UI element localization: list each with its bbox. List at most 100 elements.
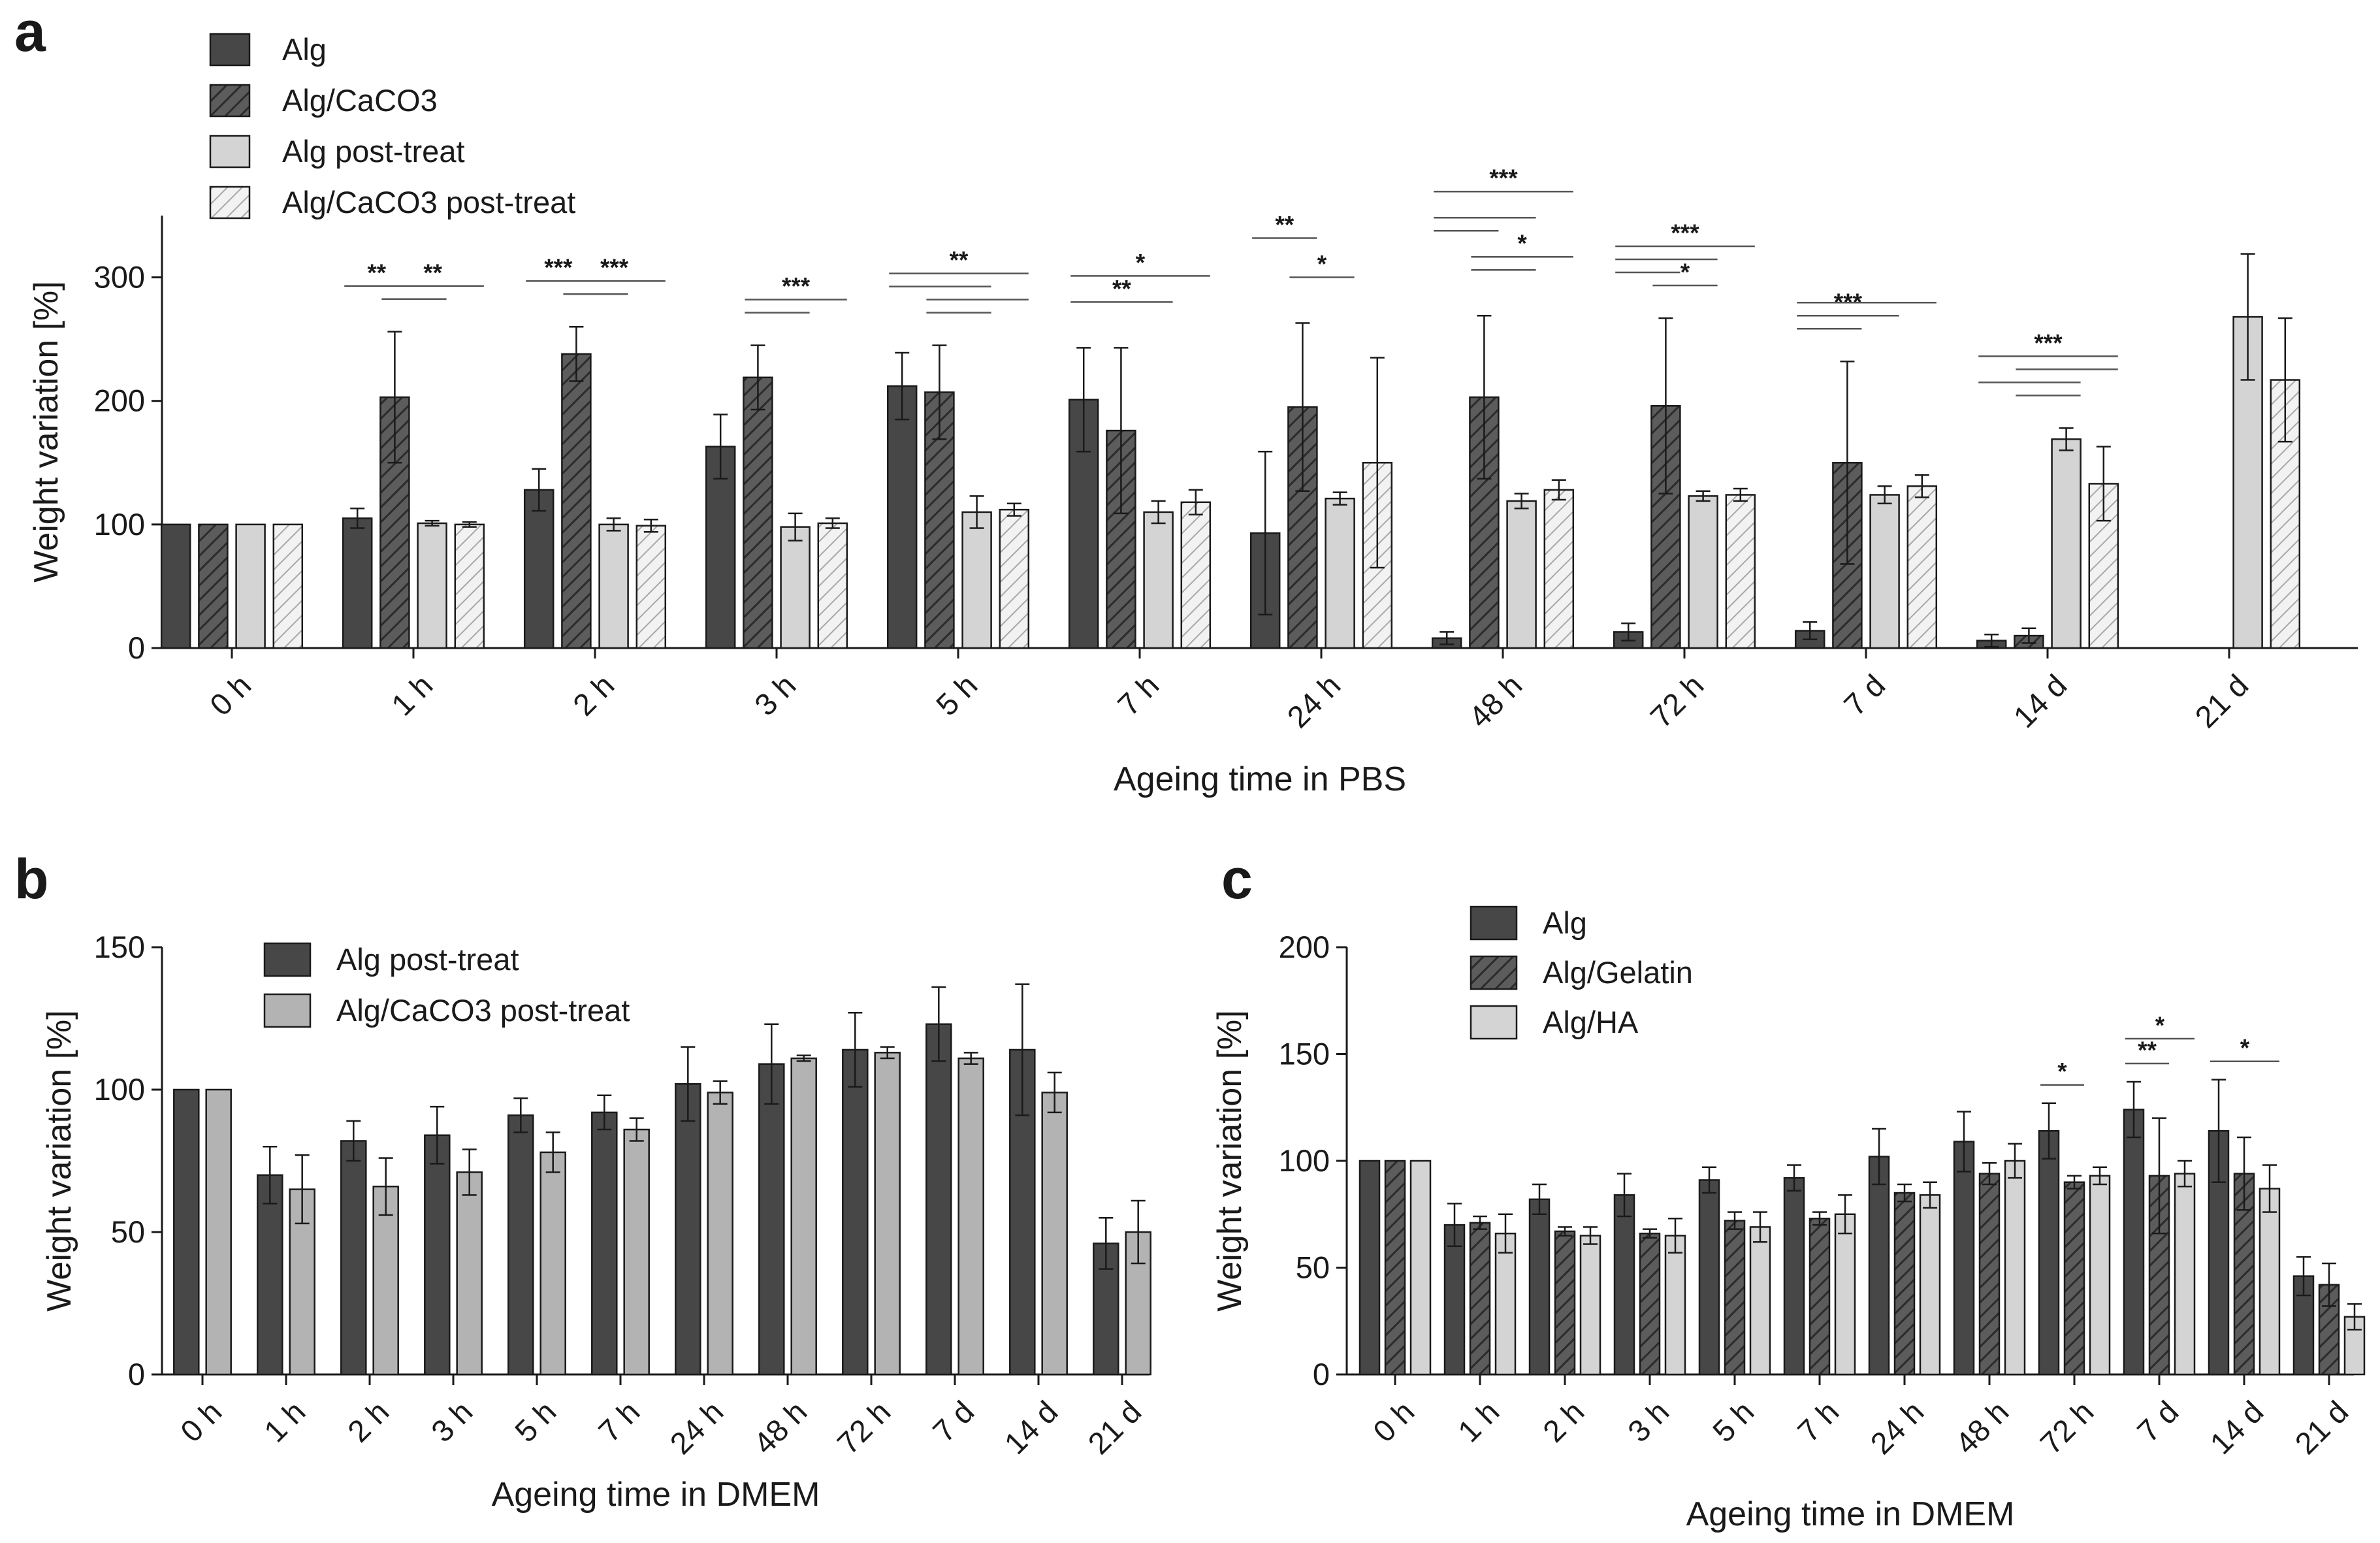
legend-swatch xyxy=(1470,905,1518,941)
x-tick-label: 7 d xyxy=(1837,668,1892,723)
panel-b: b 0 50 100 150 0 h 1 h 2 h 3 h 5 h 7 h 24 h 48 h 72 h… xyxy=(14,848,1151,1514)
bar xyxy=(1688,495,1718,649)
x-axis-title: Ageing time in PBS xyxy=(1114,760,1406,798)
x-tick-label: 0 h xyxy=(203,668,258,723)
bar xyxy=(417,522,447,649)
bar xyxy=(874,1052,901,1376)
bar xyxy=(1528,1198,1551,1376)
bar xyxy=(160,523,191,649)
legend-label: Alg/CaCO3 post-treat xyxy=(336,993,630,1028)
significance-label: * xyxy=(2057,1058,2067,1085)
bar xyxy=(635,525,667,649)
bar xyxy=(2063,1181,2085,1376)
bar xyxy=(817,522,848,649)
bar xyxy=(1506,500,1537,649)
y-tick-label: 50 xyxy=(1296,1250,1330,1285)
y-tick-label: 150 xyxy=(94,930,145,964)
x-tick-label: 14 d xyxy=(997,1394,1064,1461)
panel-c: c 0 50 100 150 200 0 h 1 h 2 h 3 h 5 h 7 h 24 h 48 h 7… xyxy=(1211,848,2366,1533)
y-tick-label: 0 xyxy=(1313,1357,1330,1391)
significance-label: * xyxy=(2155,1012,2165,1039)
x-tick-label: 24 h xyxy=(663,1394,730,1461)
bar xyxy=(173,1088,200,1376)
bar xyxy=(790,1057,817,1376)
bar xyxy=(886,385,918,649)
panel-a: a 0 100 200 300 0 h 1 h 2 h 3 h 5 h 7 h 24 h 48 h 72 … xyxy=(14,1,2358,798)
bar xyxy=(1579,1235,1601,1376)
x-tick-label: 24 h xyxy=(1280,668,1347,734)
x-tick-label: 72 h xyxy=(830,1394,897,1461)
bar xyxy=(705,446,736,649)
bar xyxy=(1469,1222,1491,1376)
bar xyxy=(1725,494,1756,649)
legend-swatch xyxy=(263,942,312,977)
x-tick-label: 0 h xyxy=(1366,1394,1421,1449)
bar xyxy=(1783,1177,1805,1376)
y-tick-label: 50 xyxy=(111,1214,145,1249)
bar xyxy=(1724,1220,1746,1376)
x-tick-label: 5 h xyxy=(508,1394,563,1449)
legend-swatch xyxy=(1470,1005,1518,1040)
legend-label: Alg xyxy=(1543,905,1587,940)
bar xyxy=(454,523,485,649)
bar xyxy=(1868,1156,1890,1376)
bar xyxy=(1359,1160,1381,1376)
legend-label: Alg/HA xyxy=(1543,1005,1639,1039)
x-tick-label: 21 d xyxy=(1081,1394,1148,1461)
bar xyxy=(456,1171,483,1376)
y-tick-label: 100 xyxy=(94,507,145,542)
legend-swatch xyxy=(209,186,251,219)
x-tick-label: 2 h xyxy=(341,1394,396,1449)
bar xyxy=(1869,494,1900,649)
bar xyxy=(342,517,373,649)
x-tick-label: 7 d xyxy=(2131,1394,2185,1449)
significance-label: ** xyxy=(2138,1037,2157,1064)
x-tick-label: 14 d xyxy=(2203,1394,2270,1461)
y-tick-label: 200 xyxy=(1279,930,1330,964)
x-tick-label: 48 h xyxy=(1948,1394,2015,1461)
bar xyxy=(591,1111,618,1376)
bar xyxy=(961,511,992,649)
significance-label: ** xyxy=(1275,212,1294,238)
bar xyxy=(2174,1173,2196,1376)
y-tick-label: 200 xyxy=(94,383,145,418)
legend-swatch xyxy=(1470,955,1518,990)
x-tick-label: 48 h xyxy=(1462,668,1528,734)
bar xyxy=(1749,1226,1771,1376)
bar xyxy=(1543,489,1575,649)
bar xyxy=(2123,1109,2145,1376)
y-tick-label: 100 xyxy=(1279,1143,1330,1178)
bar xyxy=(1698,1179,1720,1376)
significance-label: * xyxy=(1680,259,1690,285)
x-tick-label: 7 h xyxy=(592,1394,647,1449)
panel-letter: c xyxy=(1221,848,1253,911)
bar xyxy=(1834,1213,1856,1376)
significance-label: *** xyxy=(1671,219,1699,246)
x-tick-label: 1 h xyxy=(257,1394,312,1449)
y-axis-title: Weight variation [%] xyxy=(40,1010,78,1311)
bar xyxy=(289,1188,315,1376)
legend-swatch xyxy=(209,135,251,169)
bar xyxy=(235,523,266,649)
bar xyxy=(1443,1224,1466,1376)
bar xyxy=(1613,1194,1635,1376)
bar xyxy=(523,489,555,649)
bar xyxy=(707,1092,733,1376)
y-tick-label: 0 xyxy=(128,630,145,665)
bar xyxy=(1554,1230,1576,1376)
bar xyxy=(561,353,592,649)
bar xyxy=(1384,1160,1406,1376)
bar xyxy=(1953,1141,1975,1376)
x-tick-label: 21 d xyxy=(2188,668,2255,734)
bar xyxy=(424,1134,451,1376)
bar xyxy=(1906,485,1938,649)
x-tick-label: 14 d xyxy=(2006,668,2073,734)
legend-swatch xyxy=(209,33,251,67)
bar xyxy=(272,523,304,649)
x-tick-label: 1 h xyxy=(1451,1394,1506,1449)
legend-swatch xyxy=(263,993,312,1028)
x-tick-label: 3 h xyxy=(1621,1394,1676,1449)
x-tick-label: 7 h xyxy=(1791,1394,1846,1449)
panel-letter: a xyxy=(14,1,46,63)
